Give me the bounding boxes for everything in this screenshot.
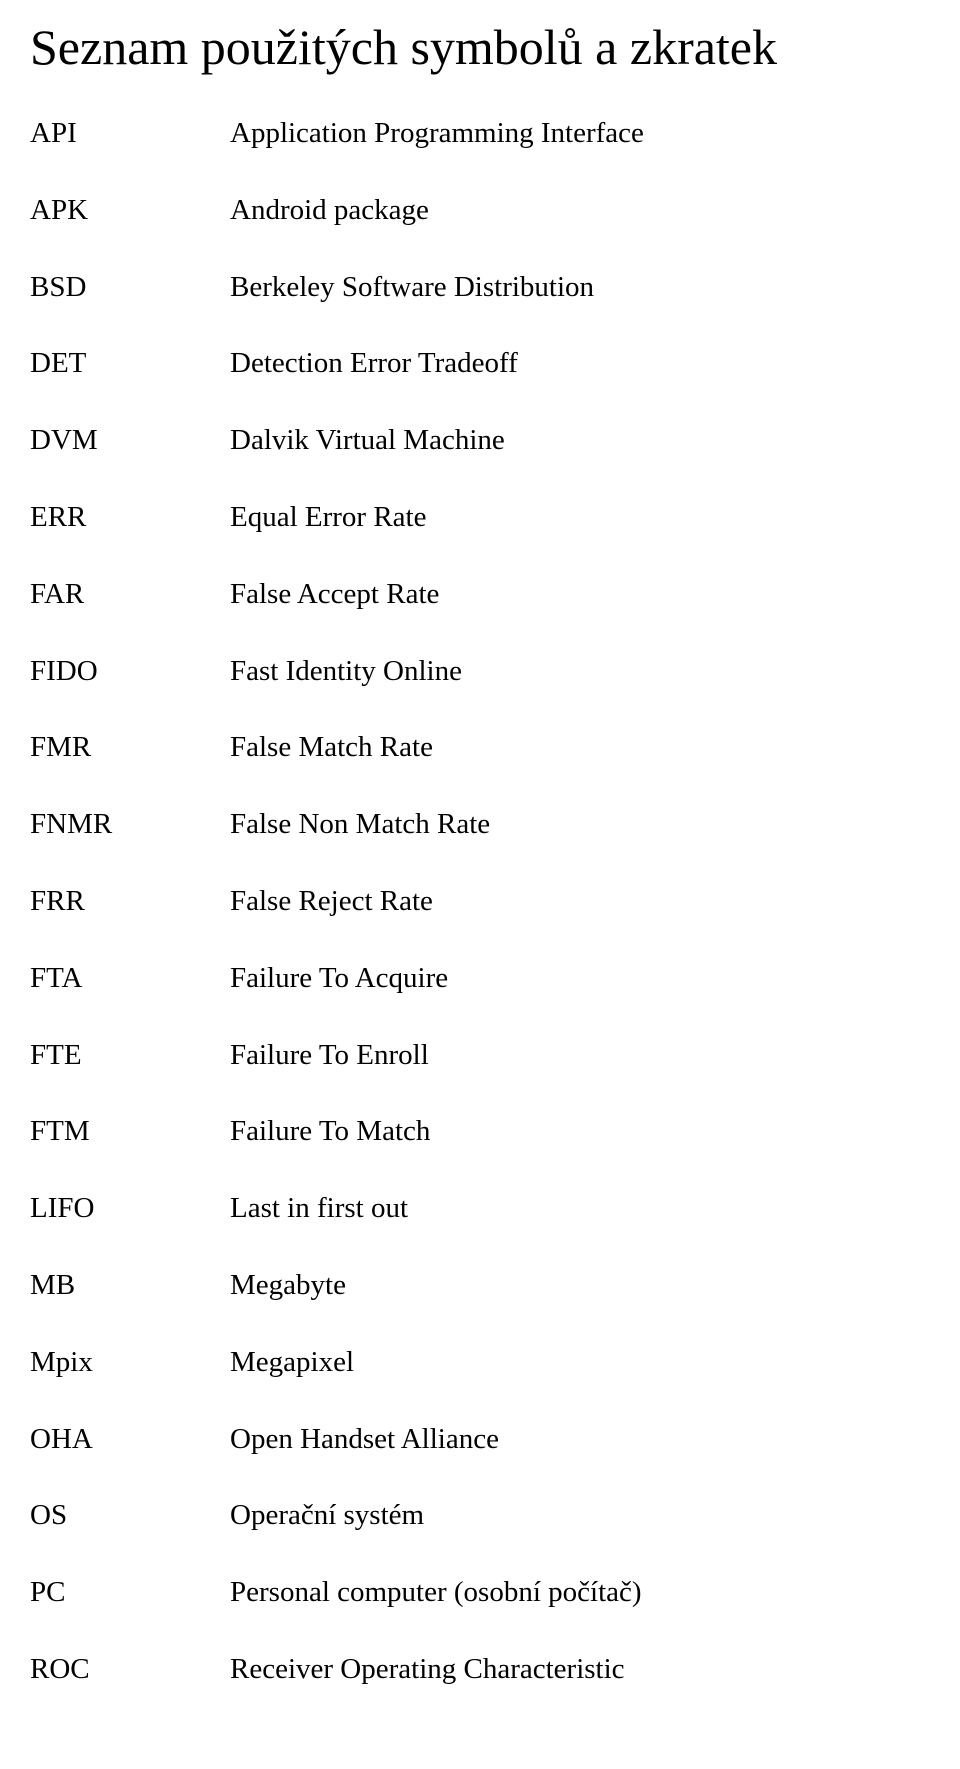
abbr-entry: FTEFailure To Enroll (30, 1038, 930, 1073)
abbr-term: Mpix (30, 1345, 230, 1380)
abbr-term: ROC (30, 1652, 230, 1687)
abbr-definition: Megabyte (230, 1268, 930, 1303)
abbr-definition: Fast Identity Online (230, 654, 930, 689)
abbr-entry: APKAndroid package (30, 193, 930, 228)
abbr-definition: Berkeley Software Distribution (230, 270, 930, 305)
abbr-term: API (30, 116, 230, 151)
abbr-entry: FARFalse Accept Rate (30, 577, 930, 612)
abbr-definition: False Reject Rate (230, 884, 930, 919)
abbr-entry: DVMDalvik Virtual Machine (30, 423, 930, 458)
abbr-definition: Megapixel (230, 1345, 930, 1380)
page: Seznam použitých symbolů a zkratek APIAp… (0, 0, 960, 1769)
abbr-definition: Android package (230, 193, 930, 228)
abbr-definition: Failure To Acquire (230, 961, 930, 996)
abbr-term: FTA (30, 961, 230, 996)
abbr-definition: Detection Error Tradeoff (230, 346, 930, 381)
abbr-term: FNMR (30, 807, 230, 842)
abbr-definition: Equal Error Rate (230, 500, 930, 535)
abbr-definition: Failure To Enroll (230, 1038, 930, 1073)
abbr-term: FIDO (30, 654, 230, 689)
abbr-entry: LIFOLast in first out (30, 1191, 930, 1226)
abbr-definition: Last in first out (230, 1191, 930, 1226)
abbr-entry: OHAOpen Handset Alliance (30, 1422, 930, 1457)
abbr-definition: Open Handset Alliance (230, 1422, 930, 1457)
abbr-definition: Failure To Match (230, 1114, 930, 1149)
abbr-entry: FTAFailure To Acquire (30, 961, 930, 996)
abbr-entry: MpixMegapixel (30, 1345, 930, 1380)
abbr-entry: FMRFalse Match Rate (30, 730, 930, 765)
abbr-entry: ERREqual Error Rate (30, 500, 930, 535)
abbr-definition: Dalvik Virtual Machine (230, 423, 930, 458)
abbr-definition: Receiver Operating Characteristic (230, 1652, 930, 1687)
abbr-definition: False Non Match Rate (230, 807, 930, 842)
abbr-definition: Personal computer (osobní počítač) (230, 1575, 930, 1610)
abbr-entry: BSDBerkeley Software Distribution (30, 270, 930, 305)
abbr-term: BSD (30, 270, 230, 305)
abbr-term: OS (30, 1498, 230, 1533)
abbr-term: FMR (30, 730, 230, 765)
abbreviation-list: APIApplication Programming InterfaceAPKA… (30, 116, 930, 1687)
abbr-term: FRR (30, 884, 230, 919)
abbr-entry: ROCReceiver Operating Characteristic (30, 1652, 930, 1687)
abbr-term: DET (30, 346, 230, 381)
abbr-term: MB (30, 1268, 230, 1303)
abbr-term: ERR (30, 500, 230, 535)
abbr-term: OHA (30, 1422, 230, 1457)
page-title: Seznam použitých symbolů a zkratek (30, 18, 930, 76)
abbr-entry: PCPersonal computer (osobní počítač) (30, 1575, 930, 1610)
abbr-entry: APIApplication Programming Interface (30, 116, 930, 151)
abbr-term: FAR (30, 577, 230, 612)
abbr-entry: FIDOFast Identity Online (30, 654, 930, 689)
abbr-definition: False Accept Rate (230, 577, 930, 612)
abbr-entry: FTMFailure To Match (30, 1114, 930, 1149)
abbr-entry: FNMRFalse Non Match Rate (30, 807, 930, 842)
abbr-definition: Application Programming Interface (230, 116, 930, 151)
abbr-entry: OSOperační systém (30, 1498, 930, 1533)
abbr-entry: MBMegabyte (30, 1268, 930, 1303)
abbr-term: FTM (30, 1114, 230, 1149)
abbr-term: FTE (30, 1038, 230, 1073)
abbr-term: LIFO (30, 1191, 230, 1226)
abbr-term: DVM (30, 423, 230, 458)
abbr-term: PC (30, 1575, 230, 1610)
abbr-definition: Operační systém (230, 1498, 930, 1533)
abbr-term: APK (30, 193, 230, 228)
abbr-definition: False Match Rate (230, 730, 930, 765)
abbr-entry: FRRFalse Reject Rate (30, 884, 930, 919)
abbr-entry: DETDetection Error Tradeoff (30, 346, 930, 381)
